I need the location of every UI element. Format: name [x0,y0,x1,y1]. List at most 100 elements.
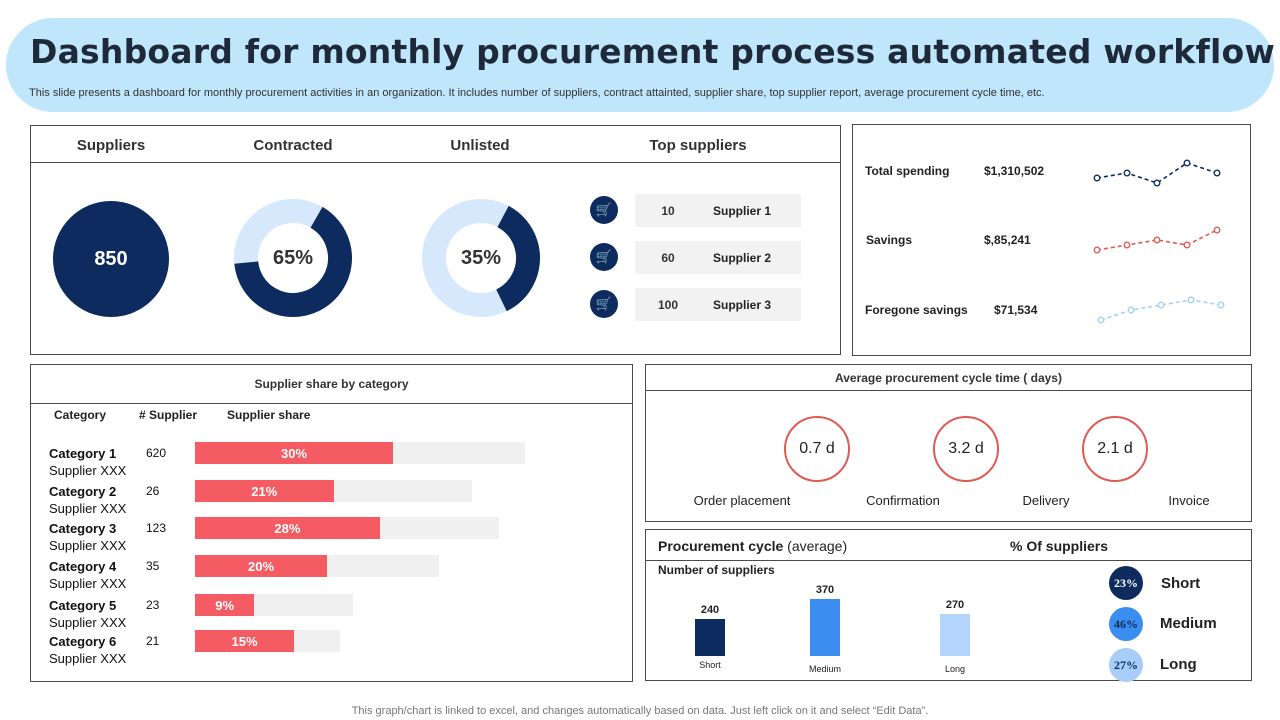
medium-percent-badge: 46% [1109,607,1143,641]
foregone-savings-value: $71,534 [994,303,1038,317]
total-spending-sparkline [1093,159,1221,187]
top-supplier-count: 60 [661,251,675,265]
share-bar: 28% [195,517,380,539]
category-name: Category 6 [49,634,117,649]
unlisted-header: Unlisted [450,137,510,154]
category-supplier: Supplier XXX [49,501,127,516]
suppliers-header: Suppliers [76,137,146,154]
foregone-savings-label: Foregone savings [865,303,968,317]
top-supplier-row: 60 Supplier 2 [635,241,801,274]
sparkline-path [1096,162,1218,184]
stage-invoice: Invoice [1168,493,1210,508]
sparkline-point [1157,301,1165,309]
top-supplier-count: 10 [661,204,675,218]
supplier-share-panel: Supplier share by category Category # Su… [30,364,633,682]
sparkline-point [1213,169,1221,177]
share-bar: 15% [195,630,294,652]
procurement-bar [810,599,840,656]
procurement-bar-category: Medium [808,664,842,674]
category-supplier-count: 26 [146,484,160,498]
contracted-donut: 65% [233,198,353,318]
long-percent-badge: 27% [1109,648,1143,682]
sparkline-path [1100,299,1222,321]
share-bar: 20% [195,555,327,577]
category-name: Category 3 [49,521,117,536]
spending-panel: Total spending $1,310,502 Savings $,85,2… [852,124,1251,356]
procurement-bar [695,619,725,656]
short-percent-label: Short [1161,575,1201,592]
cart-icon: 🛒 [590,290,618,318]
sparkline-point [1127,306,1135,314]
stage-confirmation: Confirmation [866,493,940,508]
category-name: Category 1 [49,446,117,461]
long-percent-label: Long [1160,656,1197,673]
page-subtitle: This slide presents a dashboard for mont… [29,87,1045,99]
category-supplier-count: 620 [146,446,167,460]
short-percent-badge: 23% [1109,566,1143,600]
sparkline-point [1123,241,1131,249]
total-spending-label: Total spending [865,164,950,178]
header-divider [31,162,840,163]
short-percent-value: 23% [1114,575,1138,590]
category-supplier: Supplier XXX [49,538,127,553]
share-bar: 9% [195,594,255,616]
stage-delivery: Delivery [1022,493,1070,508]
top-suppliers-header: Top suppliers [649,137,747,154]
category-column-header: Category [54,408,107,422]
page-title: Dashboard for monthly procurement proces… [30,32,1276,71]
category-name: Category 5 [49,598,117,613]
unlisted-value: 35% [460,246,502,269]
share-divider [31,403,632,404]
savings-label: Savings [866,233,913,247]
procurement-cycle-title: Procurement cycle (average) [658,538,847,554]
cycle-time-panel: Average procurement cycle time ( days) 0… [645,364,1252,522]
top-supplier-name: Supplier 3 [713,298,772,312]
sparkline-point [1217,301,1225,309]
number-of-suppliers-label: Number of suppliers [658,563,775,577]
order-placement-time: 0.7 d [784,416,850,482]
delivery-time: 2.1 d [1082,416,1148,482]
category-name: Category 4 [49,559,117,574]
sparkline-point [1153,179,1161,187]
header-banner: Dashboard for monthly procurement proces… [6,18,1276,112]
category-supplier: Supplier XXX [49,463,127,478]
medium-percent-value: 46% [1114,616,1138,631]
confirmation-time: 3.2 d [933,416,999,482]
contracted-header: Contracted [253,137,333,154]
savings-sparkline [1093,226,1221,254]
unlisted-donut: 35% [421,198,541,318]
stage-order-placement: Order placement [693,493,791,508]
sparkline-point [1213,226,1221,234]
procurement-bar [940,614,970,656]
share-bar: 30% [195,442,393,464]
footer-note: This graph/chart is linked to excel, and… [351,705,929,717]
category-supplier-count: 23 [146,598,160,612]
procurement-cycle-title-bold: Procurement cycle [658,538,784,554]
procurement-bar-category: Long [944,664,966,674]
total-spending-value: $1,310,502 [984,164,1045,178]
cycle-time-title: Average procurement cycle time ( days) [835,371,1062,385]
kpi-panel: Suppliers Contracted Unlisted Top suppli… [30,125,841,355]
procurement-cycle-panel: Procurement cycle (average) % Of supplie… [645,529,1252,682]
supplier-share-title: Supplier share by category [254,377,409,391]
category-supplier-count: 35 [146,559,160,573]
medium-percent-label: Medium [1160,615,1217,632]
procurement-cycle-title-rest: (average) [783,538,848,554]
share-bar: 21% [195,480,334,502]
category-supplier-count: 123 [146,521,167,535]
percent-suppliers-title: % Of suppliers [1010,538,1109,554]
top-supplier-name: Supplier 1 [713,204,772,218]
long-percent-value: 27% [1114,657,1138,672]
procurement-bar-value: 370 [815,584,835,596]
sparkline-point [1187,296,1195,304]
supplier-share-column-header: Supplier share [227,408,311,422]
cycle-divider [646,390,1251,391]
procurement-divider [646,560,1251,561]
category-supplier: Supplier XXX [49,576,127,591]
top-supplier-count: 100 [657,298,679,312]
category-supplier: Supplier XXX [49,651,127,666]
sparkline-point [1183,159,1191,167]
procurement-bar-value: 240 [700,604,720,617]
category-supplier-count: 21 [146,634,160,648]
suppliers-value: 850 [94,247,128,270]
